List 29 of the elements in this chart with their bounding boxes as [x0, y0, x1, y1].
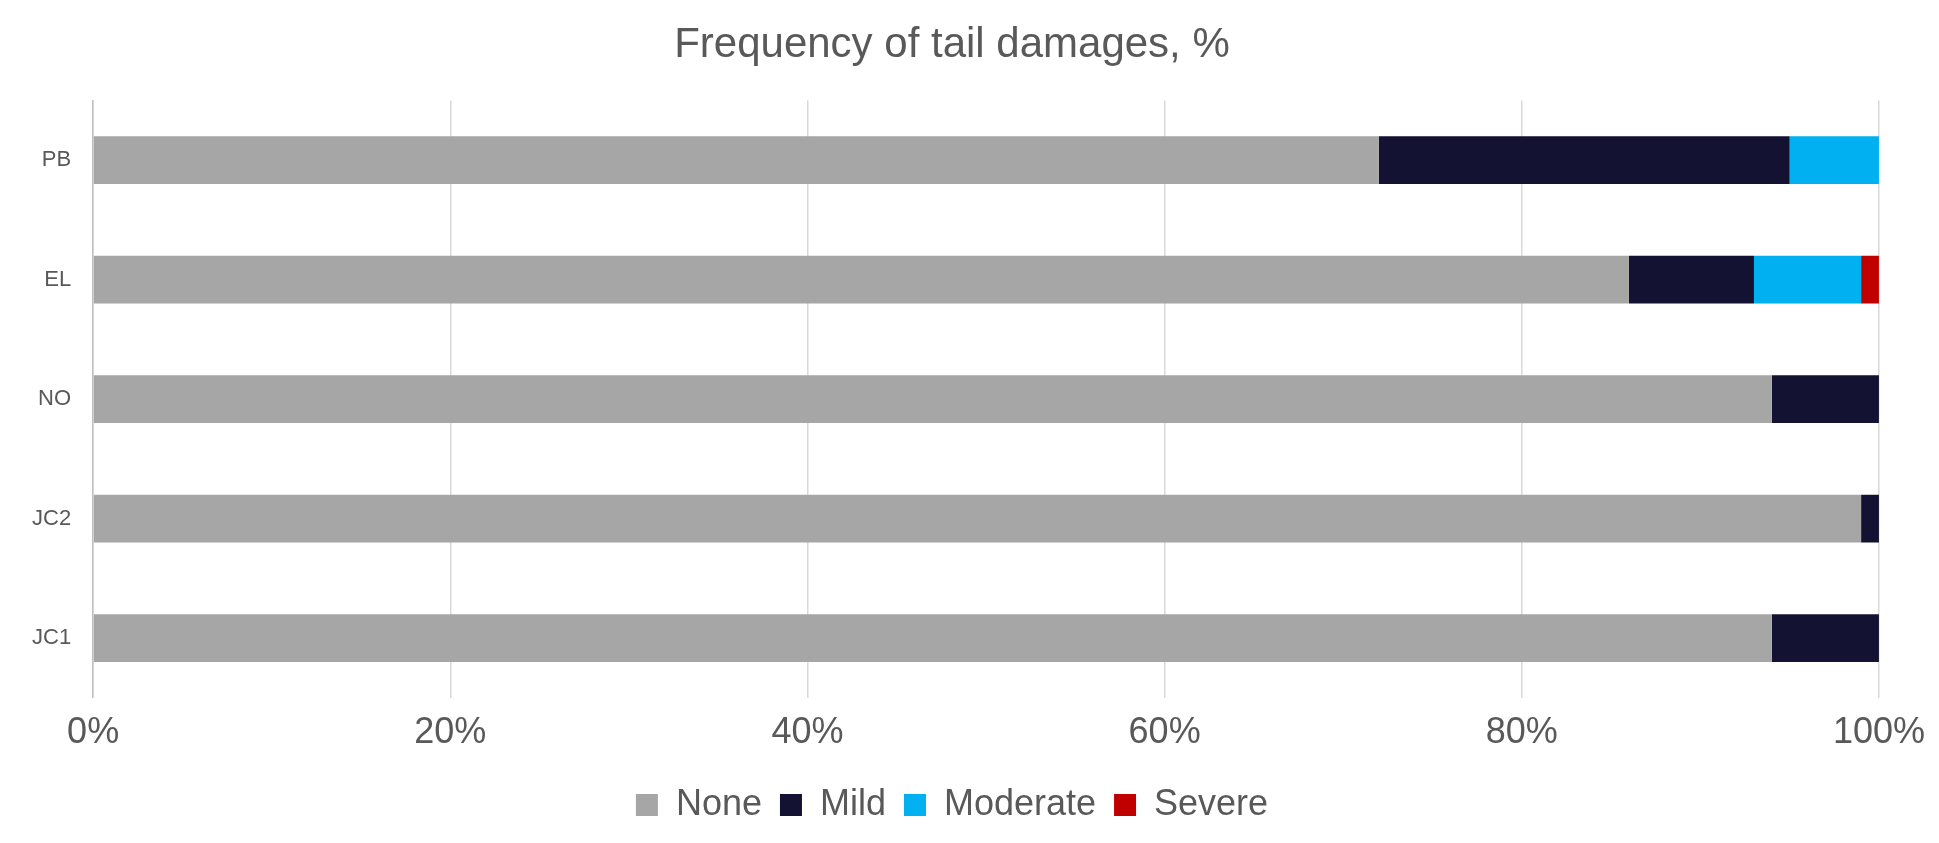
- legend-label: Mild: [819, 781, 886, 823]
- y-tick-label: JC1: [32, 624, 72, 650]
- legend-label: None: [675, 781, 762, 823]
- chart-title: Frequency of tail damages, %: [674, 18, 1230, 66]
- bar: [93, 136, 1379, 185]
- y-tick-label: EL: [44, 265, 72, 291]
- x-tick-label: 100%: [1832, 710, 1925, 752]
- bar: [93, 614, 1772, 662]
- x-tick-label: 20%: [414, 710, 487, 752]
- bar: [93, 375, 1772, 423]
- x-tick-label: 40%: [771, 710, 844, 752]
- bar: [1771, 614, 1879, 662]
- bar: [1753, 255, 1862, 304]
- bar: [1378, 136, 1790, 185]
- y-tick-label: JC2: [32, 504, 72, 530]
- legend-label: Moderate: [943, 781, 1097, 823]
- bar: [1771, 375, 1879, 423]
- bar: [1861, 255, 1879, 304]
- bar: [93, 255, 1629, 304]
- bar: [1628, 255, 1754, 304]
- x-tick-label: 80%: [1485, 710, 1558, 752]
- x-tick-label: 0%: [67, 710, 120, 752]
- bar: [1861, 494, 1879, 543]
- legend-label: Severe: [1154, 781, 1269, 823]
- bar: [93, 494, 1862, 543]
- x-tick-label: 60%: [1128, 710, 1201, 752]
- bar: [1789, 136, 1879, 185]
- y-tick-label: NO: [38, 385, 72, 411]
- y-tick-label: PB: [41, 146, 72, 172]
